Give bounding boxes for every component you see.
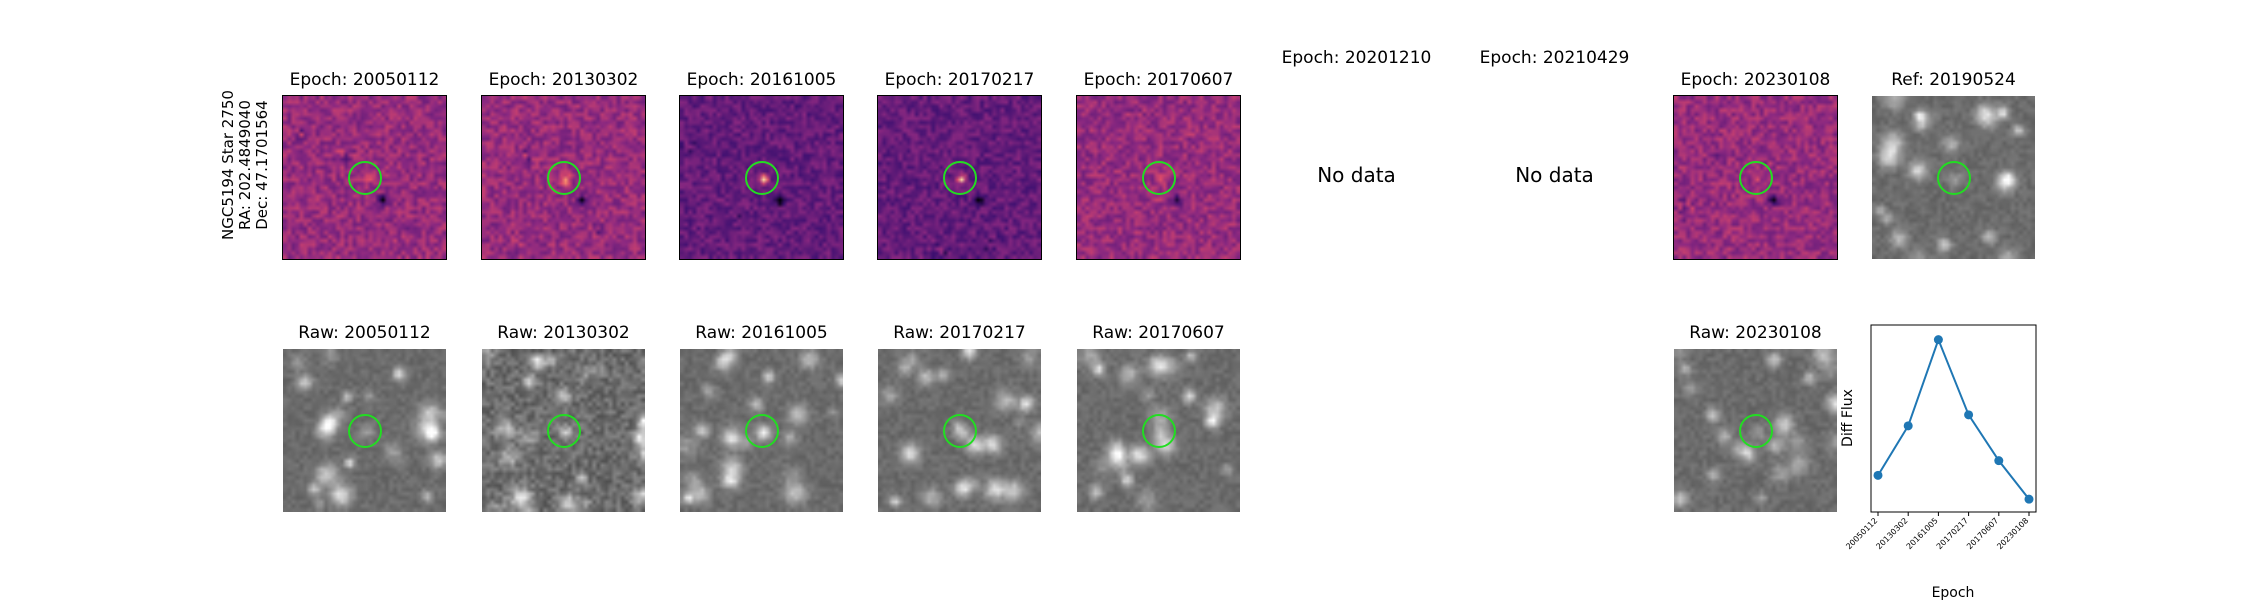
target-circle [942,413,977,448]
y-axis-label: Diff Flux [1840,389,1856,447]
raw-image-1 [481,348,646,513]
raw-title-2: Raw: 20161005 [695,323,828,343]
raw-title-0: Raw: 20050112 [298,323,431,343]
target-circle [347,413,382,448]
target-circle [1936,160,1971,195]
target-circle [546,413,581,448]
star-dec: Dec: 47.1701564 [253,100,271,230]
target-circle [1141,413,1176,448]
target-circle [546,160,581,195]
target-circle [744,413,779,448]
no-data-label-6: No data [1515,163,1594,187]
raw-image-2 [679,348,844,513]
diff-title-2: Epoch: 20161005 [686,70,837,90]
diff-title-5: Epoch: 20201210 [1281,48,1432,68]
data-point-20170607 [1994,456,2004,466]
diff-title-0: Epoch: 20050112 [289,70,440,90]
data-point-20230108 [2024,494,2034,504]
target-circle [1141,160,1176,195]
raw-image-3 [877,348,1042,513]
x-tick-label: 20170607 [1965,516,2000,551]
raw-title-5: Raw: 20230108 [1689,323,1822,343]
raw-title-4: Raw: 20170607 [1092,323,1225,343]
x-tick-label: 20161005 [1905,516,1940,551]
diff-image-7 [1673,95,1838,260]
diff-title-7: Epoch: 20230108 [1680,70,1831,90]
raw-title-3: Raw: 20170217 [893,323,1026,343]
target-circle [1738,160,1773,195]
raw-title-1: Raw: 20130302 [497,323,630,343]
diff-title-4: Epoch: 20170607 [1083,70,1234,90]
diff-image-2 [679,95,844,260]
diff-title-3: Epoch: 20170217 [884,70,1035,90]
data-point-20161005 [1933,335,1943,345]
diff-image-0 [282,95,447,260]
data-point-20130302 [1903,421,1913,431]
data-point-20050112 [1873,470,1883,480]
diff-title-6: Epoch: 20210429 [1479,48,1630,68]
diff-image-4 [1076,95,1241,260]
star-ra: RA: 202.4849040 [236,100,254,230]
diff-image-1 [481,95,646,260]
x-tick-label: 20230108 [1995,516,2030,551]
target-circle [744,160,779,195]
target-circle [347,160,382,195]
star-name: NGC5194 Star 2750 [219,90,237,240]
ref-title: Ref: 20190524 [1891,70,2016,90]
raw-image-0 [282,348,447,513]
data-point-20170217 [1964,410,1974,420]
target-circle [942,160,977,195]
x-tick-label: 20170217 [1935,516,1970,551]
light-curve-chart: 2005011220130302201610052017021720170607… [1840,324,2037,600]
star-label: NGC5194 Star 2750 RA: 202.4849040 Dec: 4… [219,90,271,240]
plot-frame [1870,324,2037,513]
raw-image-5 [1673,348,1838,513]
ref-image [1871,95,2036,260]
diff-title-1: Epoch: 20130302 [488,70,639,90]
x-tick-label: 20130302 [1874,516,1909,551]
x-axis-label: Epoch [1932,585,1975,600]
target-circle [1738,413,1773,448]
no-data-label-5: No data [1317,163,1396,187]
raw-image-4 [1076,348,1241,513]
diff-image-3 [877,95,1042,260]
series-line [1877,336,2030,500]
